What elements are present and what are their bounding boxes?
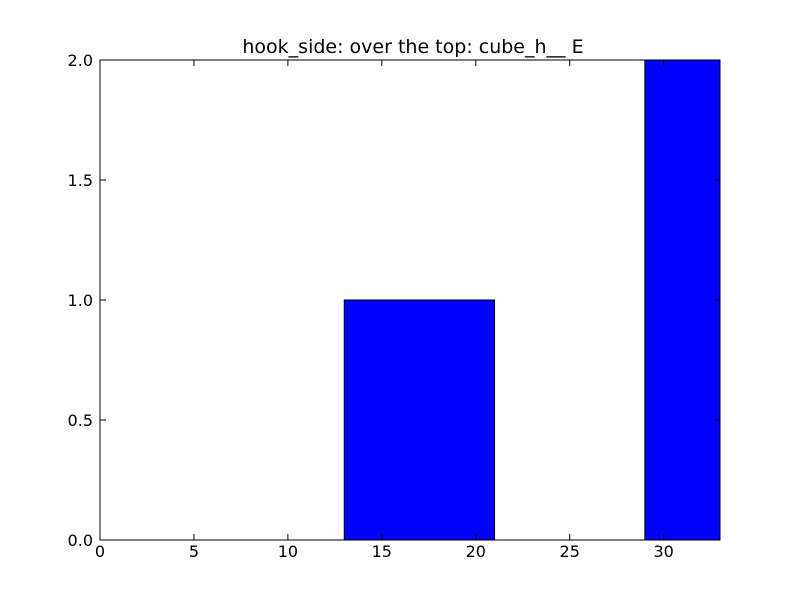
y-tick-label: 0.5 <box>68 411 93 430</box>
axis-ticks: 0 5 10 15 20 25 30 0.0 0.5 1.0 1.5 2.0 <box>68 51 720 561</box>
x-tick-label: 15 <box>372 542 392 561</box>
y-tick-label: 1.5 <box>68 171 93 190</box>
x-tick-label: 0 <box>95 542 105 561</box>
bar-2 <box>644 59 721 541</box>
chart-title: hook_side: over the top: cube_h__ E <box>242 36 583 58</box>
x-tick-label: 10 <box>278 542 298 561</box>
y-tick-label: 0.0 <box>68 531 93 550</box>
x-tick-label: 20 <box>466 542 486 561</box>
x-tick-label: 5 <box>189 542 199 561</box>
x-tick-label: 25 <box>560 542 580 561</box>
plot-frame <box>99 59 721 541</box>
x-tick-label: 30 <box>653 542 673 561</box>
y-tick-label: 1.0 <box>68 291 93 310</box>
bar-series <box>99 59 721 541</box>
bar-1 <box>343 299 496 541</box>
y-tick-label: 2.0 <box>68 51 93 70</box>
